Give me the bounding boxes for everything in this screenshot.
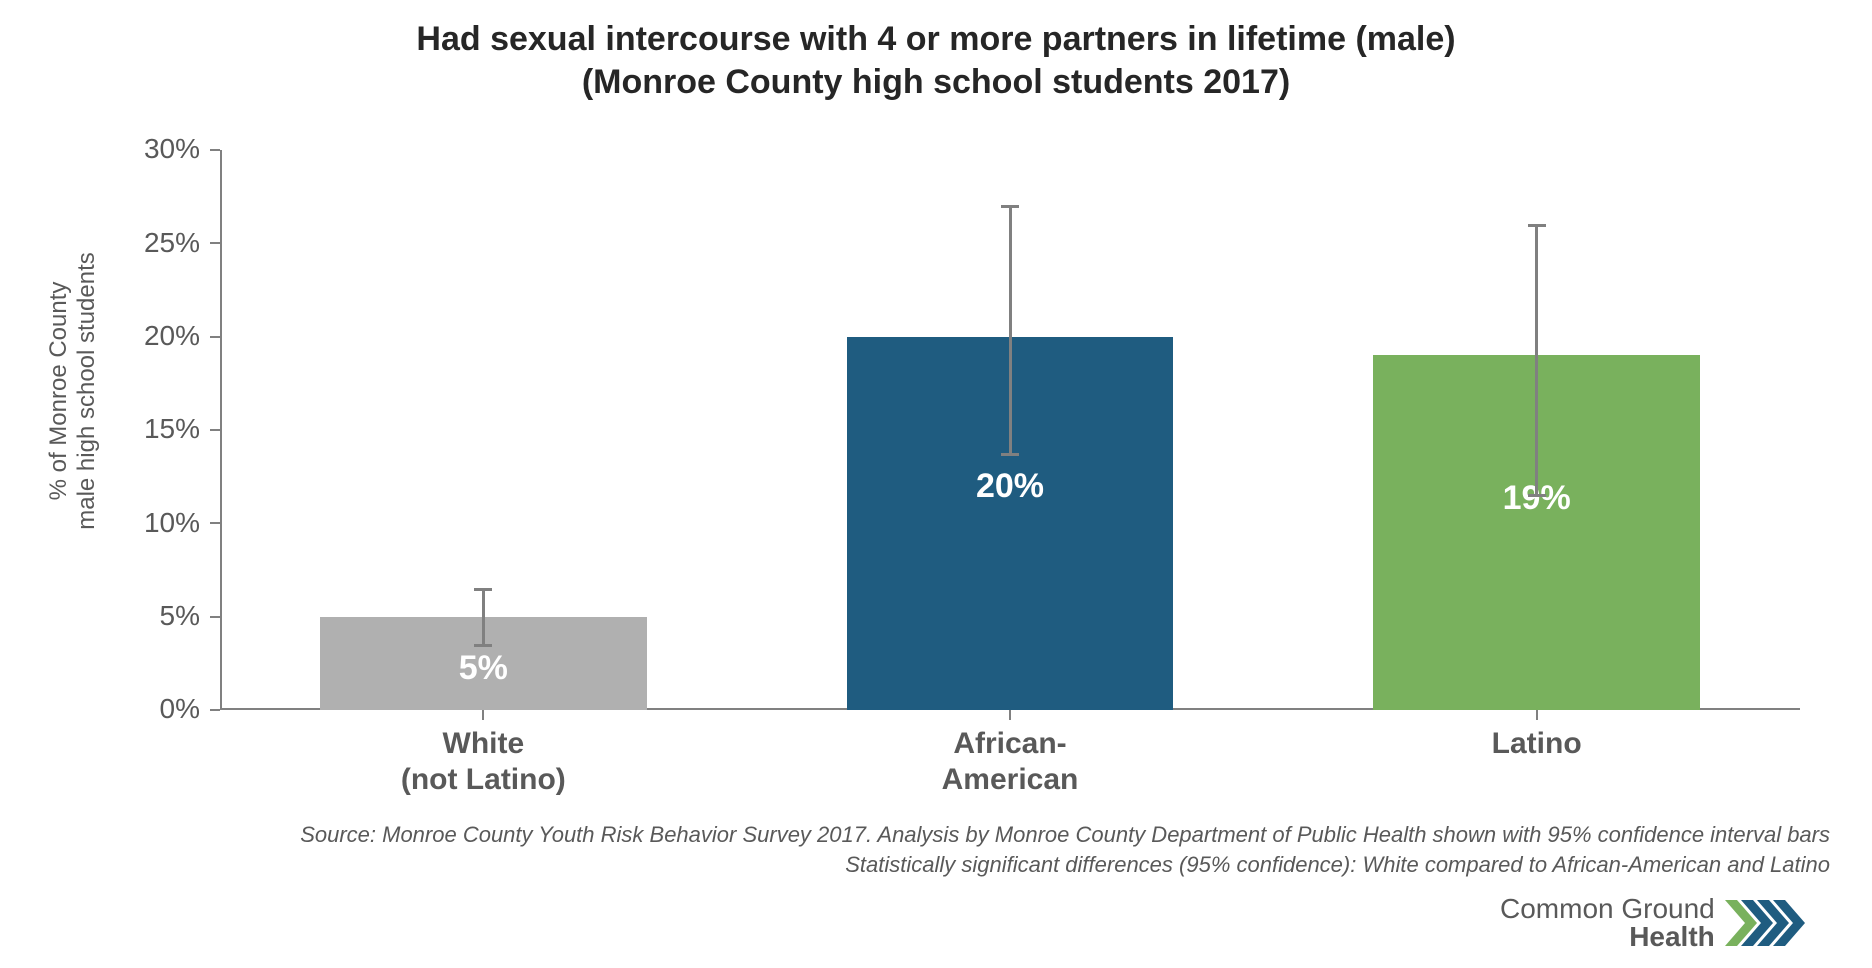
y-tick-label: 20%: [100, 320, 200, 352]
bar-value-label: 20%: [847, 467, 1174, 506]
error-bar: [1535, 225, 1538, 496]
error-cap-bottom: [1001, 453, 1019, 456]
chart-title-line2: (Monroe County high school students 2017…: [0, 61, 1872, 104]
y-axis: [220, 150, 222, 710]
source-line2: Statistically significant differences (9…: [300, 850, 1830, 880]
bar-value-label: 5%: [320, 649, 647, 688]
error-cap-bottom: [1528, 494, 1546, 497]
logo: Common Ground Health: [1500, 895, 1821, 951]
y-axis-label: % of Monroe County male high school stud…: [45, 139, 101, 643]
error-cap-top: [474, 588, 492, 591]
y-tick-mark: [210, 242, 220, 244]
x-tick-mark: [1009, 710, 1011, 720]
y-tick-mark: [210, 522, 220, 524]
y-tick-mark: [210, 149, 220, 151]
y-tick-mark: [210, 709, 220, 711]
logo-text-1: Common Ground: [1500, 895, 1715, 923]
y-tick-label: 10%: [100, 507, 200, 539]
category-label: African-American: [810, 726, 1210, 798]
error-cap-top: [1001, 205, 1019, 208]
y-tick-label: 30%: [100, 133, 200, 165]
error-cap-bottom: [474, 644, 492, 647]
error-bar: [1009, 206, 1012, 454]
x-tick-mark: [482, 710, 484, 720]
category-label: Latino: [1337, 726, 1737, 762]
logo-text-2: Health: [1500, 923, 1715, 951]
chart-title-line1: Had sexual intercourse with 4 or more pa…: [0, 18, 1872, 61]
y-tick-label: 25%: [100, 227, 200, 259]
y-tick-mark: [210, 616, 220, 618]
y-tick-label: 15%: [100, 413, 200, 445]
x-tick-mark: [1536, 710, 1538, 720]
y-tick-mark: [210, 336, 220, 338]
plot-area: 0%5%10%15%20%25%30%5%White(not Latino)20…: [220, 150, 1800, 710]
error-cap-top: [1528, 224, 1546, 227]
error-bar: [482, 589, 485, 645]
category-label: White(not Latino): [283, 726, 683, 798]
source-line1: Source: Monroe County Youth Risk Behavio…: [300, 820, 1830, 850]
y-tick-label: 0%: [100, 693, 200, 725]
y-axis-label-line1: % of Monroe County: [45, 139, 73, 643]
y-tick-mark: [210, 429, 220, 431]
logo-chevrons-icon: [1725, 900, 1821, 946]
y-tick-label: 5%: [100, 600, 200, 632]
source-note: Source: Monroe County Youth Risk Behavio…: [300, 820, 1830, 879]
y-axis-label-line2: male high school students: [73, 139, 101, 643]
chart-stage: Had sexual intercourse with 4 or more pa…: [0, 0, 1872, 968]
chart-title: Had sexual intercourse with 4 or more pa…: [0, 18, 1872, 103]
